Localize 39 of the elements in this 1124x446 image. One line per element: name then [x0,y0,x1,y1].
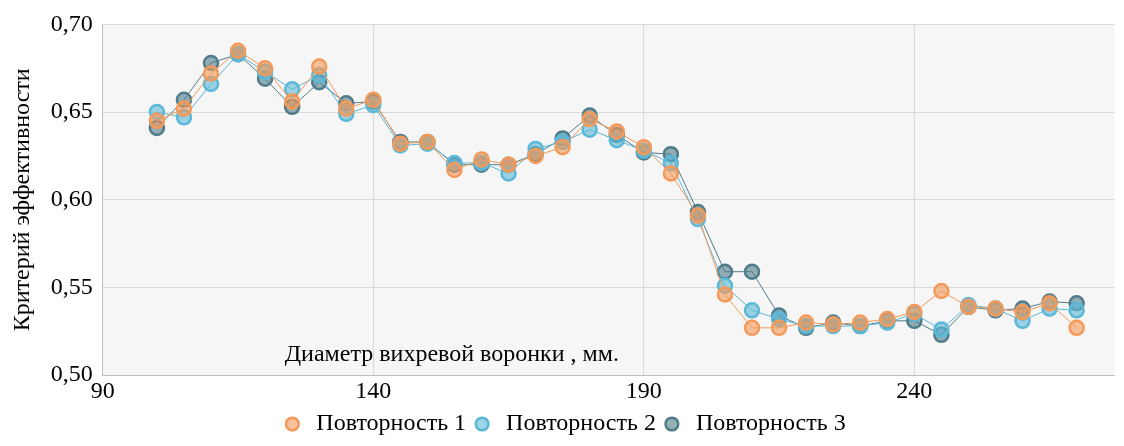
point [446,161,463,179]
point [933,321,950,338]
point [662,165,680,182]
point [608,123,626,140]
point [797,314,815,331]
point [338,100,355,117]
point [743,319,761,337]
point [310,58,328,75]
point [283,93,301,110]
point [175,100,193,117]
point [1014,303,1031,321]
y-tick-label: 0,60 [50,185,93,212]
point [743,263,761,280]
x-axis-title: Диаметр вихревой воронки , мм. [284,340,619,367]
point [743,302,761,319]
y-tick-label: 0,65 [50,97,93,124]
legend-label: Повторность 1 [316,409,467,436]
point [635,138,653,156]
point [229,42,247,59]
point [689,207,707,224]
point [473,151,490,168]
point [770,319,788,337]
legend-label: Повторность 2 [506,409,656,436]
point [148,112,166,130]
x-tick-label: 240 [896,376,933,403]
y-axis-title: Критерий эффективности [7,68,34,332]
point [581,110,598,128]
point [851,314,869,331]
point [1068,319,1085,337]
point [1068,302,1085,319]
x-tick-label: 140 [355,376,392,403]
point [202,65,220,82]
point [554,138,571,156]
y-tick-label: 0,70 [50,9,93,36]
point [933,282,950,300]
legend-label: Повторность 3 [695,409,846,436]
point [716,286,734,303]
y-tick-label: 0,55 [50,272,93,299]
x-tick-label: 190 [625,376,662,403]
